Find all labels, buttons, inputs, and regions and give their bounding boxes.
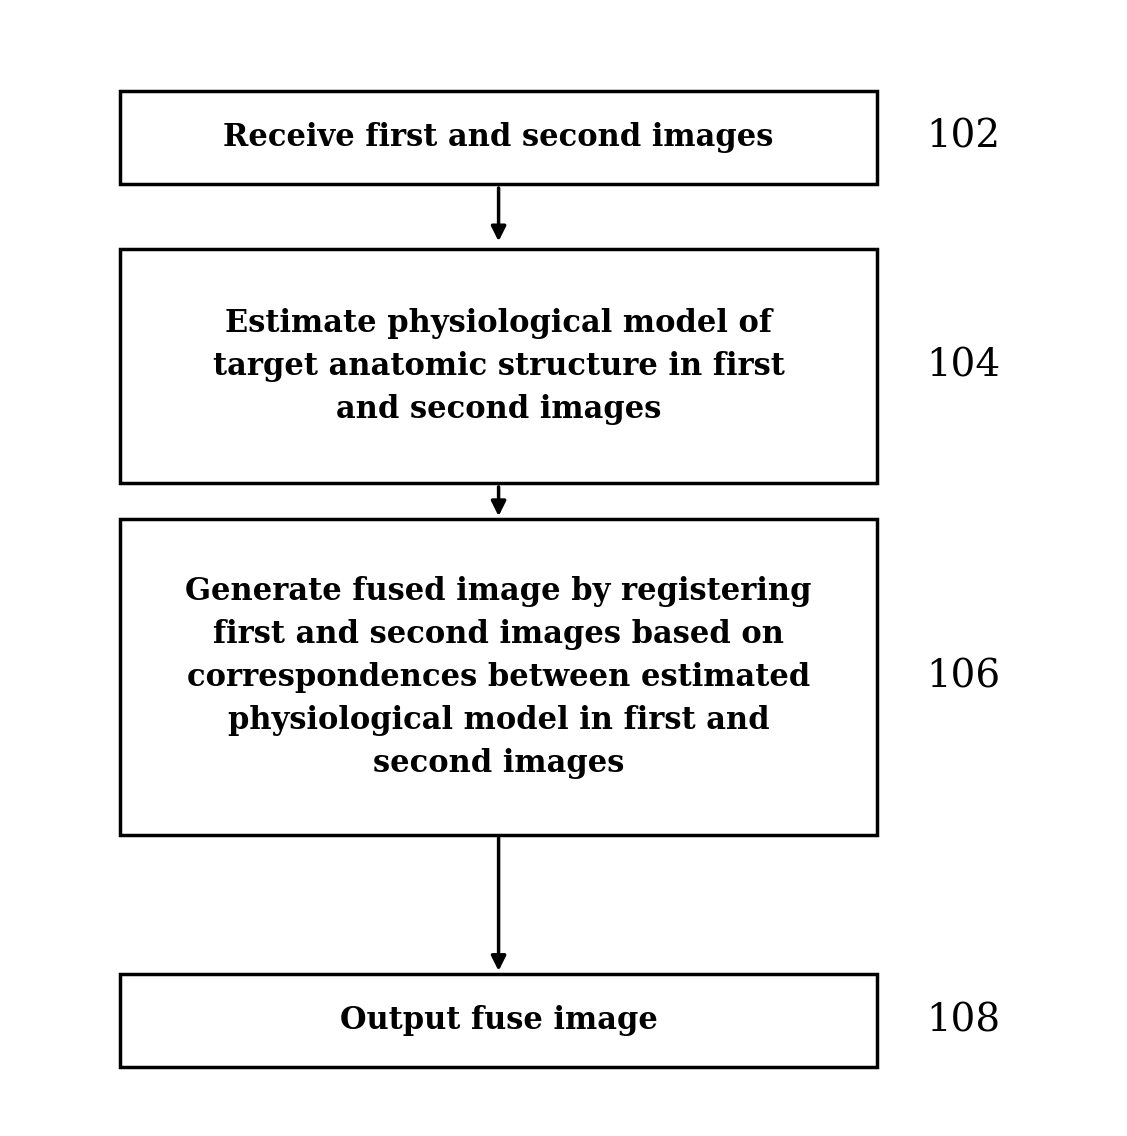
Text: 108: 108 <box>926 1002 1000 1039</box>
Bar <box>119 519 877 835</box>
Text: Output fuse image: Output fuse image <box>339 1005 657 1036</box>
Text: Receive first and second images: Receive first and second images <box>223 122 774 152</box>
Text: Estimate physiological model of
target anatomic structure in first
and second im: Estimate physiological model of target a… <box>213 308 784 425</box>
Text: 106: 106 <box>926 659 1000 695</box>
Text: 104: 104 <box>926 348 1000 385</box>
Bar <box>119 91 877 184</box>
Bar <box>119 975 877 1067</box>
Text: Generate fused image by registering
first and second images based on
corresponde: Generate fused image by registering firs… <box>185 576 811 778</box>
Bar <box>119 249 877 484</box>
Text: 102: 102 <box>926 119 1000 156</box>
